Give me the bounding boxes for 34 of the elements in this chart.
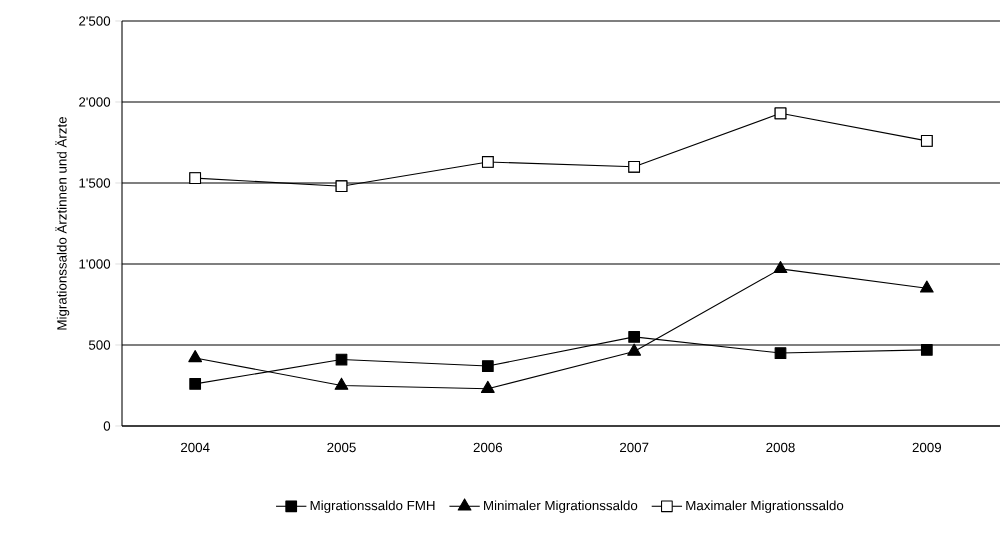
legend-label: Maximaler Migrationssaldo [686, 500, 844, 513]
x-tick-label: 2008 [766, 442, 795, 453]
y-tick-label: 500 [88, 340, 111, 350]
y-tick-label: 0 [103, 421, 111, 431]
y-tick-label: 2'000 [79, 97, 111, 107]
y-axis-title: Migrationssaldo Ärztinnen und Ärzte [55, 117, 70, 330]
y-tick-label: 1'000 [79, 259, 111, 269]
point [920, 343, 933, 356]
x-tick-label: 2004 [181, 442, 210, 453]
x-tick-label: 2009 [912, 442, 942, 453]
point [627, 343, 642, 356]
point [480, 380, 495, 393]
point [773, 260, 788, 274]
point [335, 353, 348, 366]
x-tick-label: 2006 [473, 442, 503, 453]
point [774, 107, 787, 120]
x-tick-label: 2007 [620, 442, 649, 453]
point [774, 347, 787, 359]
point [189, 172, 202, 184]
legend-label: Minimaler Migrationssaldo [484, 500, 638, 513]
point [628, 331, 641, 343]
point [335, 180, 348, 193]
point [334, 377, 349, 390]
point [919, 280, 934, 293]
x-tick-label: 2005 [327, 442, 356, 453]
point [189, 377, 202, 390]
legend-label: Migrationssaldo FMH [310, 500, 435, 513]
point [481, 360, 494, 372]
y-tick-label: 2'500 [79, 16, 111, 26]
point [481, 156, 494, 168]
point [188, 350, 203, 363]
point [628, 160, 641, 173]
point [920, 134, 933, 147]
y-tick-label: 1'500 [79, 178, 111, 188]
